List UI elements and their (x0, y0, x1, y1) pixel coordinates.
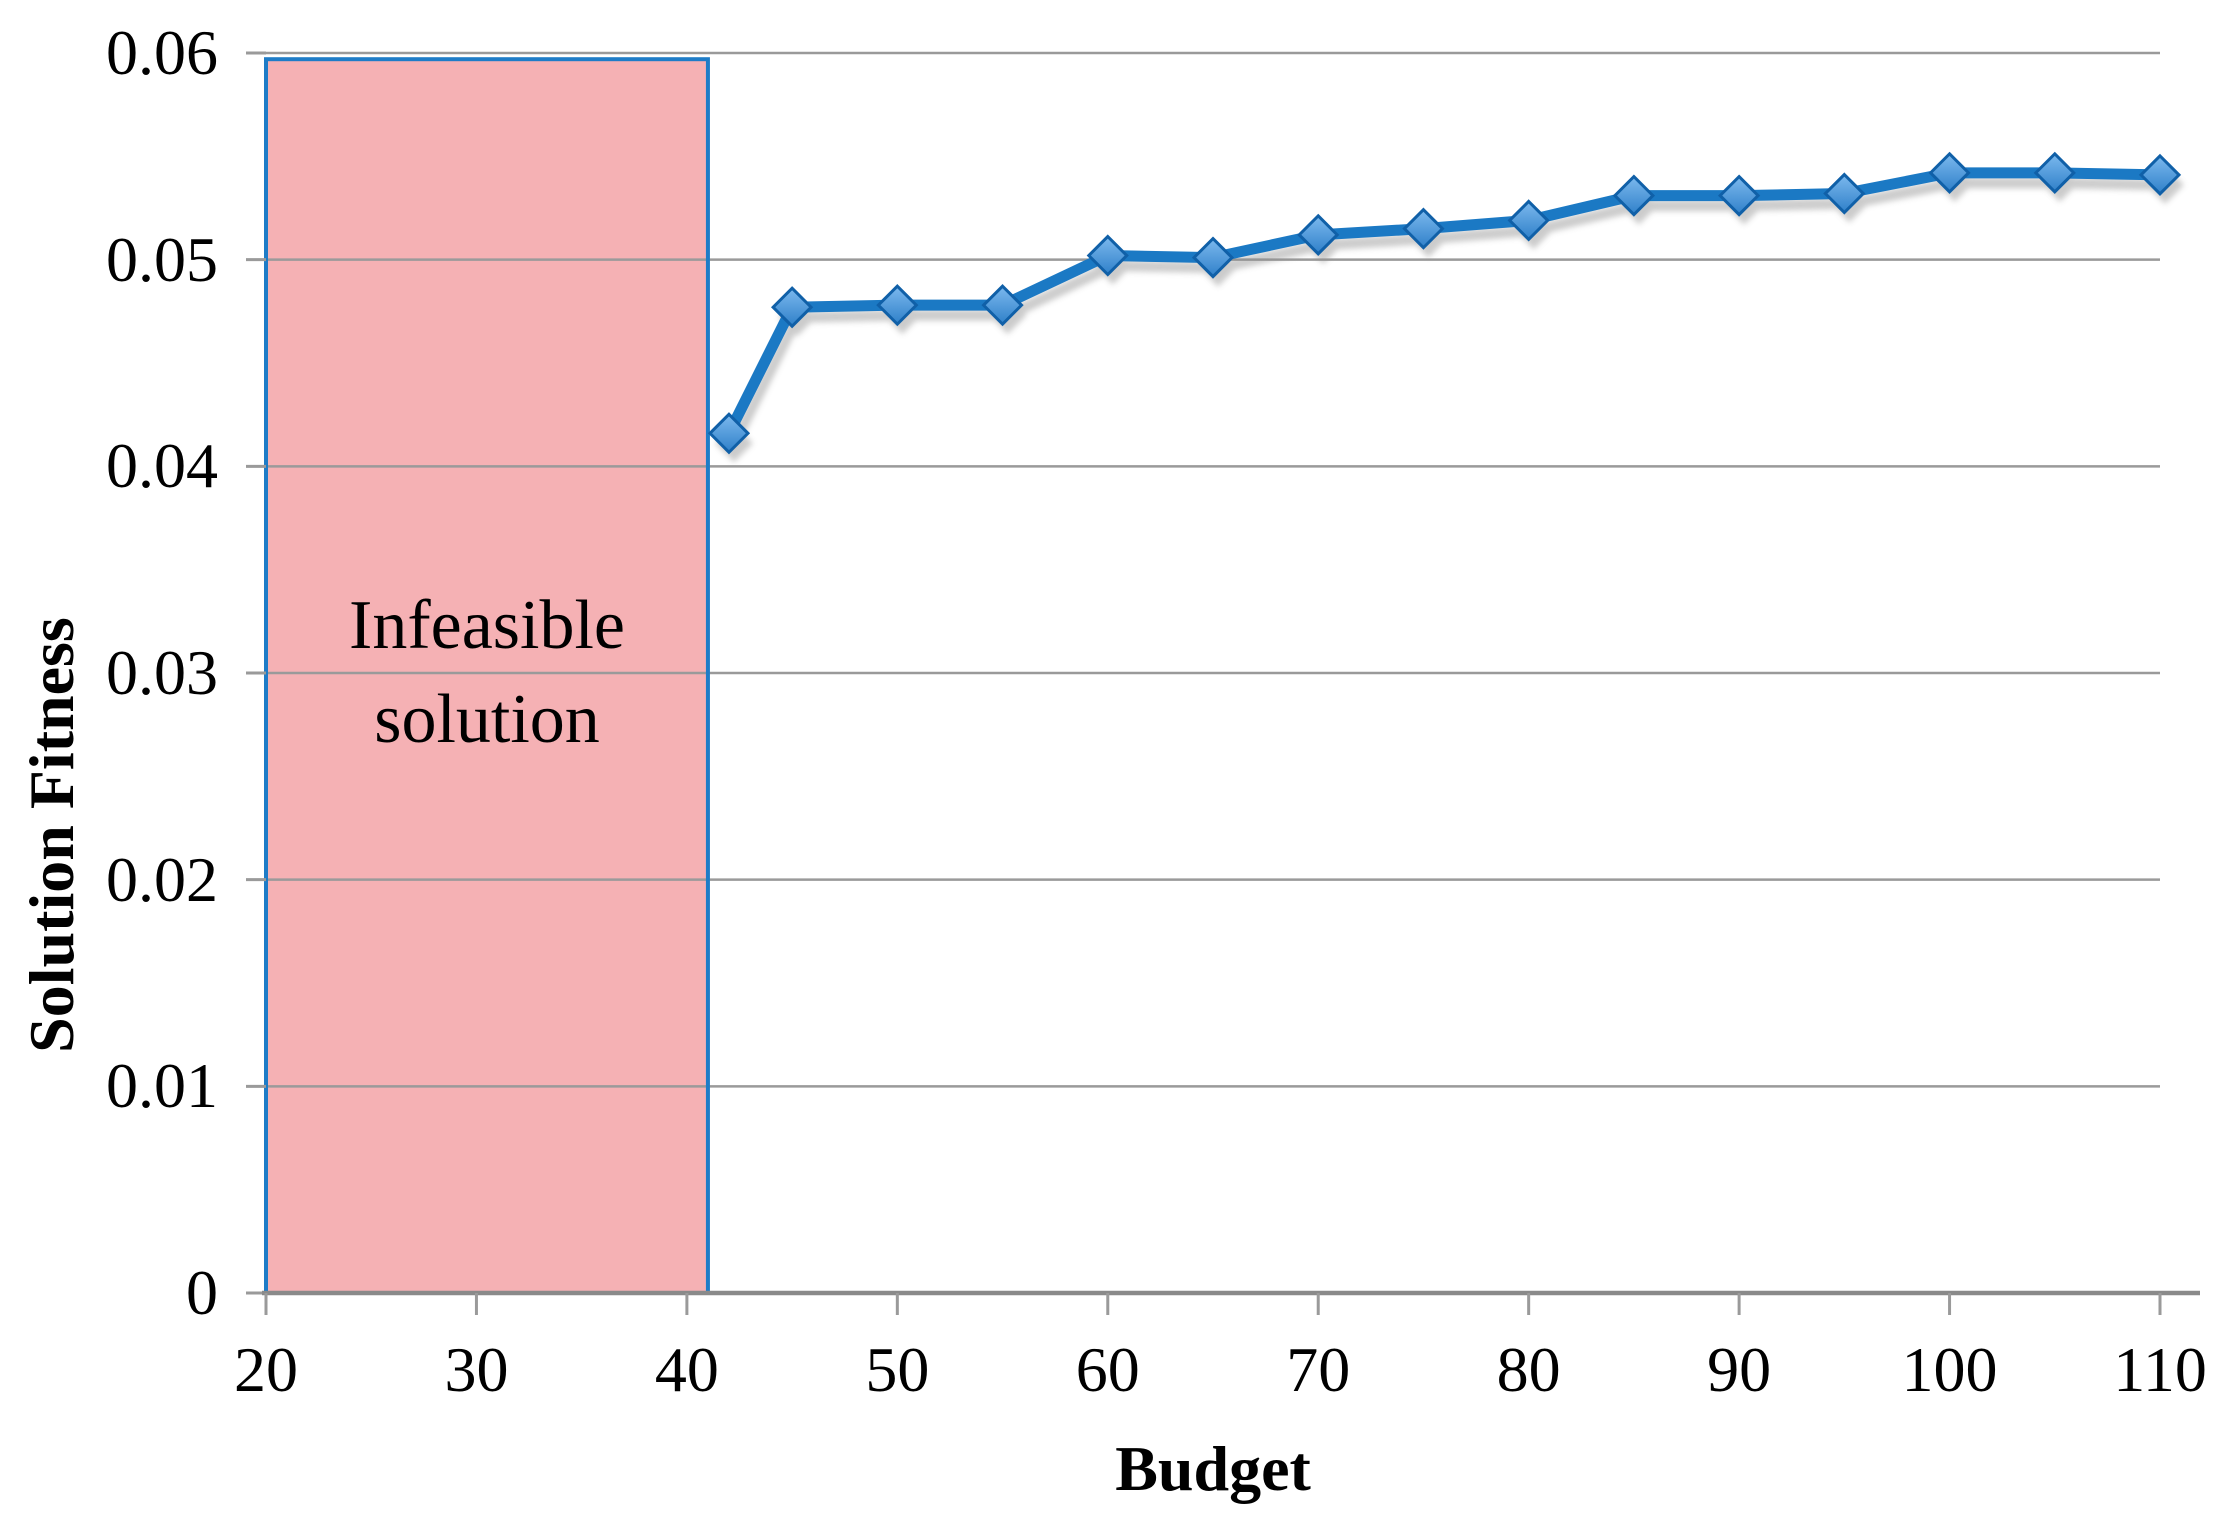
data-point-marker-x75 (1402, 207, 1445, 250)
y-tick-label-0.02: 0.02 (106, 843, 218, 915)
infeasible-region-label: Infeasible solution (349, 579, 625, 767)
x-tick-label-110: 110 (2113, 1334, 2207, 1405)
x-tick-label-50: 50 (865, 1334, 930, 1405)
y-tick-label-0.01: 0.01 (106, 1050, 218, 1122)
x-tick-label-70: 70 (1286, 1334, 1351, 1405)
x-tick-label-60: 60 (1075, 1334, 1140, 1405)
infeasible-region-label-line2: solution (374, 681, 600, 758)
series-line (723, 167, 2166, 439)
data-point-marker-x90 (1717, 174, 1761, 217)
data-point-marker-x65 (1191, 236, 1235, 279)
x-tick-label-80: 80 (1496, 1334, 1561, 1405)
data-point-marker-x70 (1297, 213, 1340, 256)
data-point-marker-x45 (770, 286, 814, 329)
x-axis-title: Budget (1115, 1433, 1311, 1504)
data-point-marker-x95 (1823, 172, 1866, 215)
x-tick-label-20: 20 (234, 1334, 298, 1405)
infeasible-region-label-line1: Infeasible (349, 587, 625, 664)
x-tick-label-40: 40 (654, 1334, 719, 1405)
data-point-marker-x55 (981, 284, 1024, 327)
data-point-marker-x85 (1612, 174, 1656, 217)
y-tick-label-0.06: 0.06 (106, 17, 218, 88)
y-tick-label-0.04: 0.04 (106, 430, 218, 502)
data-point-marker-x60 (1086, 234, 1129, 277)
y-tick-label-0: 0 (186, 1257, 218, 1328)
x-tick-label-90: 90 (1707, 1334, 1772, 1405)
x-tick-label-30: 30 (444, 1334, 509, 1405)
series-shadow (714, 163, 2184, 463)
data-point-marker-x50 (876, 284, 919, 327)
data-point-marker-x80 (1507, 199, 1550, 242)
data-point-marker-x105 (2033, 151, 2076, 194)
x-tick-label-100: 100 (1901, 1334, 1998, 1405)
data-point-marker-x100 (1928, 151, 1971, 194)
y-tick-label-0.03: 0.03 (106, 637, 218, 708)
data-point-marker-x42 (707, 412, 751, 455)
y-tick-label-0.05: 0.05 (106, 223, 218, 295)
data-point-marker-x110 (2138, 153, 2182, 197)
